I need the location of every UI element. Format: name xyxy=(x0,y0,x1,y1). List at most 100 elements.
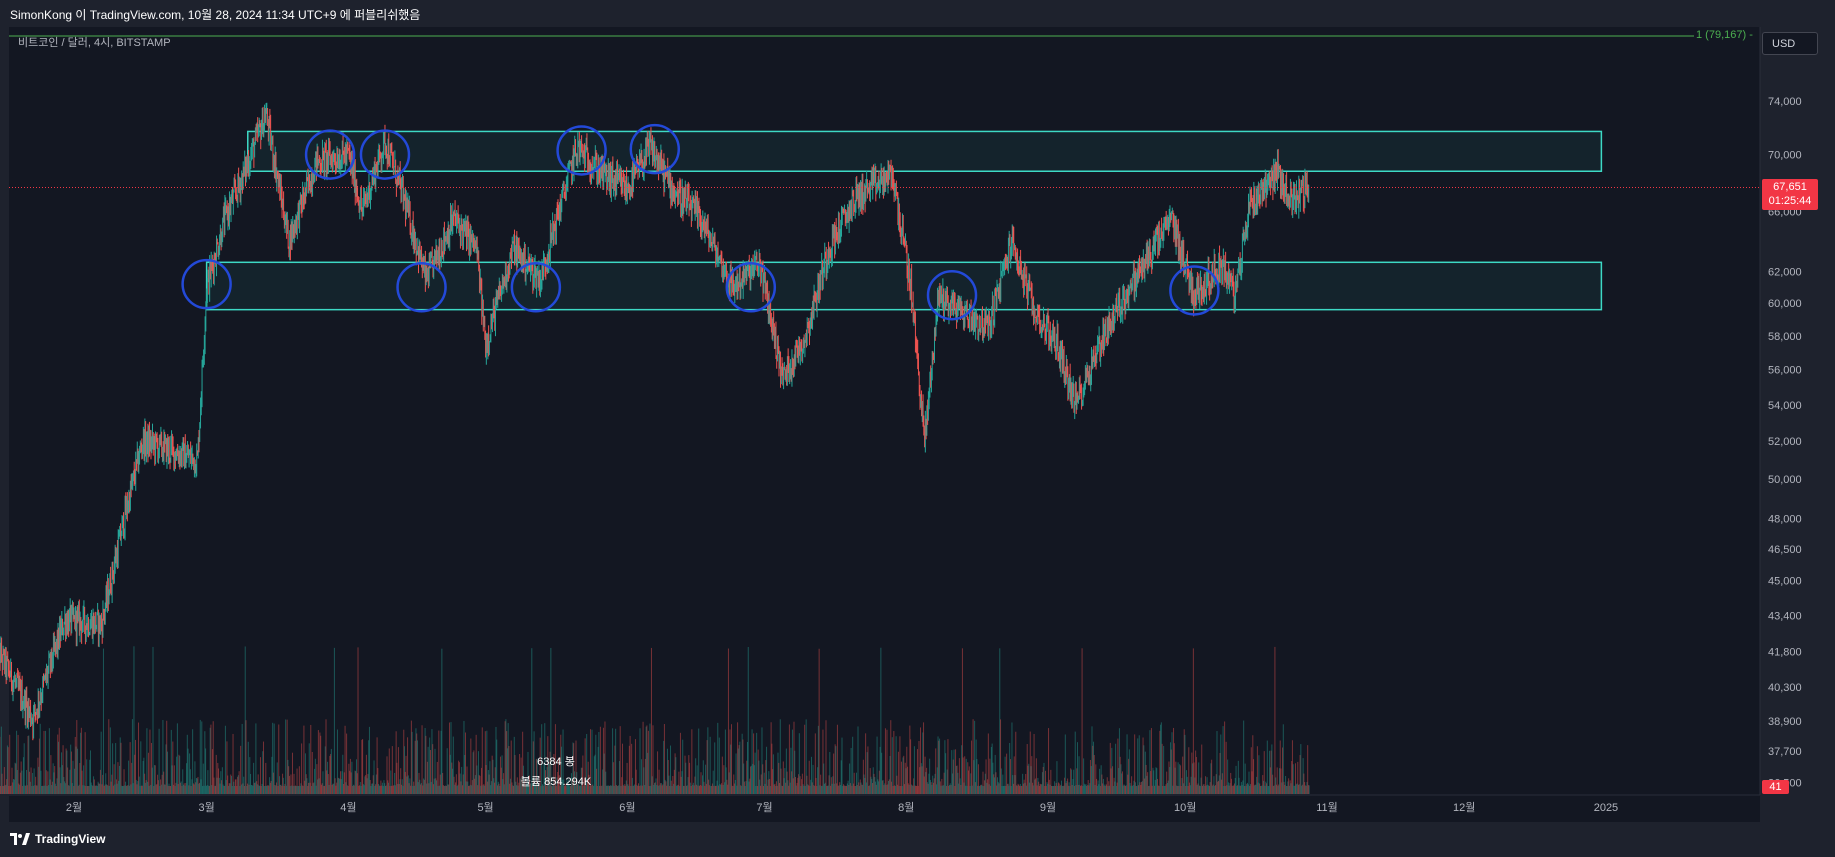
volume-bar xyxy=(732,785,734,794)
volume-bar xyxy=(379,785,381,794)
volume-bar xyxy=(1292,764,1294,794)
volume-bar xyxy=(317,779,319,794)
volume-bar xyxy=(816,785,818,794)
volume-bar xyxy=(56,778,58,794)
volume-bar xyxy=(520,757,522,794)
volume-bar xyxy=(472,752,474,794)
volume-bar xyxy=(14,762,16,794)
volume-bar xyxy=(51,785,53,794)
volume-bar xyxy=(551,785,553,794)
volume-bar xyxy=(179,782,181,794)
volume-bar xyxy=(939,738,941,794)
volume-bar xyxy=(814,733,816,794)
currency-button[interactable]: USD xyxy=(1762,32,1818,55)
tradingview-logo[interactable]: TradingView xyxy=(10,832,105,846)
volume-bar xyxy=(102,774,104,794)
volume-bar xyxy=(76,720,78,794)
volume-bar xyxy=(117,762,119,794)
volume-bar xyxy=(1065,783,1067,794)
volume-bar xyxy=(4,785,6,794)
volume-bar xyxy=(258,785,260,794)
volume-bar xyxy=(1007,783,1009,794)
volume-bar xyxy=(1283,781,1285,794)
volume-bar xyxy=(595,734,597,794)
volume-bar xyxy=(513,736,515,794)
volume-bar xyxy=(1014,775,1016,794)
volume-bar xyxy=(349,758,351,794)
volume-bar xyxy=(723,765,725,794)
volume-bar xyxy=(1198,762,1200,794)
volume-bar xyxy=(894,785,896,794)
volume-bar xyxy=(661,785,663,794)
volume-bar xyxy=(927,783,929,794)
volume-bar xyxy=(585,783,587,794)
volume-bar xyxy=(365,754,367,794)
volume-bar xyxy=(224,725,226,794)
volume-bar xyxy=(964,785,966,794)
volume-bar xyxy=(1113,777,1115,794)
volume-bar xyxy=(1070,768,1072,794)
volume-bar xyxy=(91,784,93,794)
volume-bar xyxy=(702,775,704,794)
volume-bar xyxy=(1,773,3,794)
volume-bar xyxy=(86,786,88,794)
volume-bar xyxy=(860,782,862,794)
volume-bar xyxy=(1250,747,1252,794)
volume-bar xyxy=(1166,771,1168,794)
volume-bar xyxy=(685,762,687,794)
bars-count: 6384 봉 xyxy=(537,756,575,768)
volume-bar xyxy=(833,783,835,794)
volume-bar xyxy=(1278,768,1280,794)
volume-bar xyxy=(730,724,732,794)
volume-bar xyxy=(96,785,98,794)
volume-bar xyxy=(573,743,575,794)
volume-bar xyxy=(331,784,333,794)
volume-bar xyxy=(875,784,877,794)
volume-bar xyxy=(262,751,264,794)
volume-bar xyxy=(1211,785,1213,794)
volume-bar xyxy=(717,722,719,794)
volume-bar xyxy=(1166,783,1168,794)
volume-bar xyxy=(543,762,545,794)
volume-bar xyxy=(506,731,508,794)
volume-bar xyxy=(49,779,51,794)
volume-bar xyxy=(626,762,628,794)
volume-bar xyxy=(419,779,421,794)
volume-bar xyxy=(795,785,797,794)
volume-bar xyxy=(812,764,814,794)
volume-bar xyxy=(640,785,642,794)
volume-bar xyxy=(521,776,523,794)
volume-bar xyxy=(220,771,222,794)
volume-bar xyxy=(832,776,834,794)
volume-bar xyxy=(805,719,807,794)
volume-bar xyxy=(1105,784,1107,794)
volume-bar xyxy=(1144,751,1146,794)
volume-bar xyxy=(323,785,325,794)
volume-bar xyxy=(1020,785,1022,794)
volume-bar xyxy=(1246,782,1248,794)
volume-bar xyxy=(440,730,442,794)
volume-bar xyxy=(539,737,541,794)
volume-bar xyxy=(1267,785,1269,794)
symbol-description: 비트코인 / 달러, 4시, BITSTAMP xyxy=(18,37,171,49)
volume-bar xyxy=(231,785,233,794)
volume-bar xyxy=(96,785,98,794)
volume-bar xyxy=(1016,785,1018,794)
chart-pane[interactable] xyxy=(9,27,1760,823)
volume-bar xyxy=(785,782,787,794)
volume-bar xyxy=(1216,731,1218,794)
volume-bar xyxy=(851,785,853,794)
volume-bar xyxy=(12,782,14,794)
volume-bar xyxy=(280,784,282,794)
volume-bar xyxy=(1085,784,1087,794)
volume-bar xyxy=(573,771,575,794)
volume-bar xyxy=(412,785,414,794)
volume-bar xyxy=(132,783,134,794)
volume-bar xyxy=(1307,745,1309,794)
volume-bar xyxy=(762,785,764,794)
volume-bar xyxy=(523,781,525,794)
volume-bar xyxy=(663,740,665,794)
volume-bar xyxy=(239,786,241,794)
volume-bar xyxy=(29,781,31,794)
